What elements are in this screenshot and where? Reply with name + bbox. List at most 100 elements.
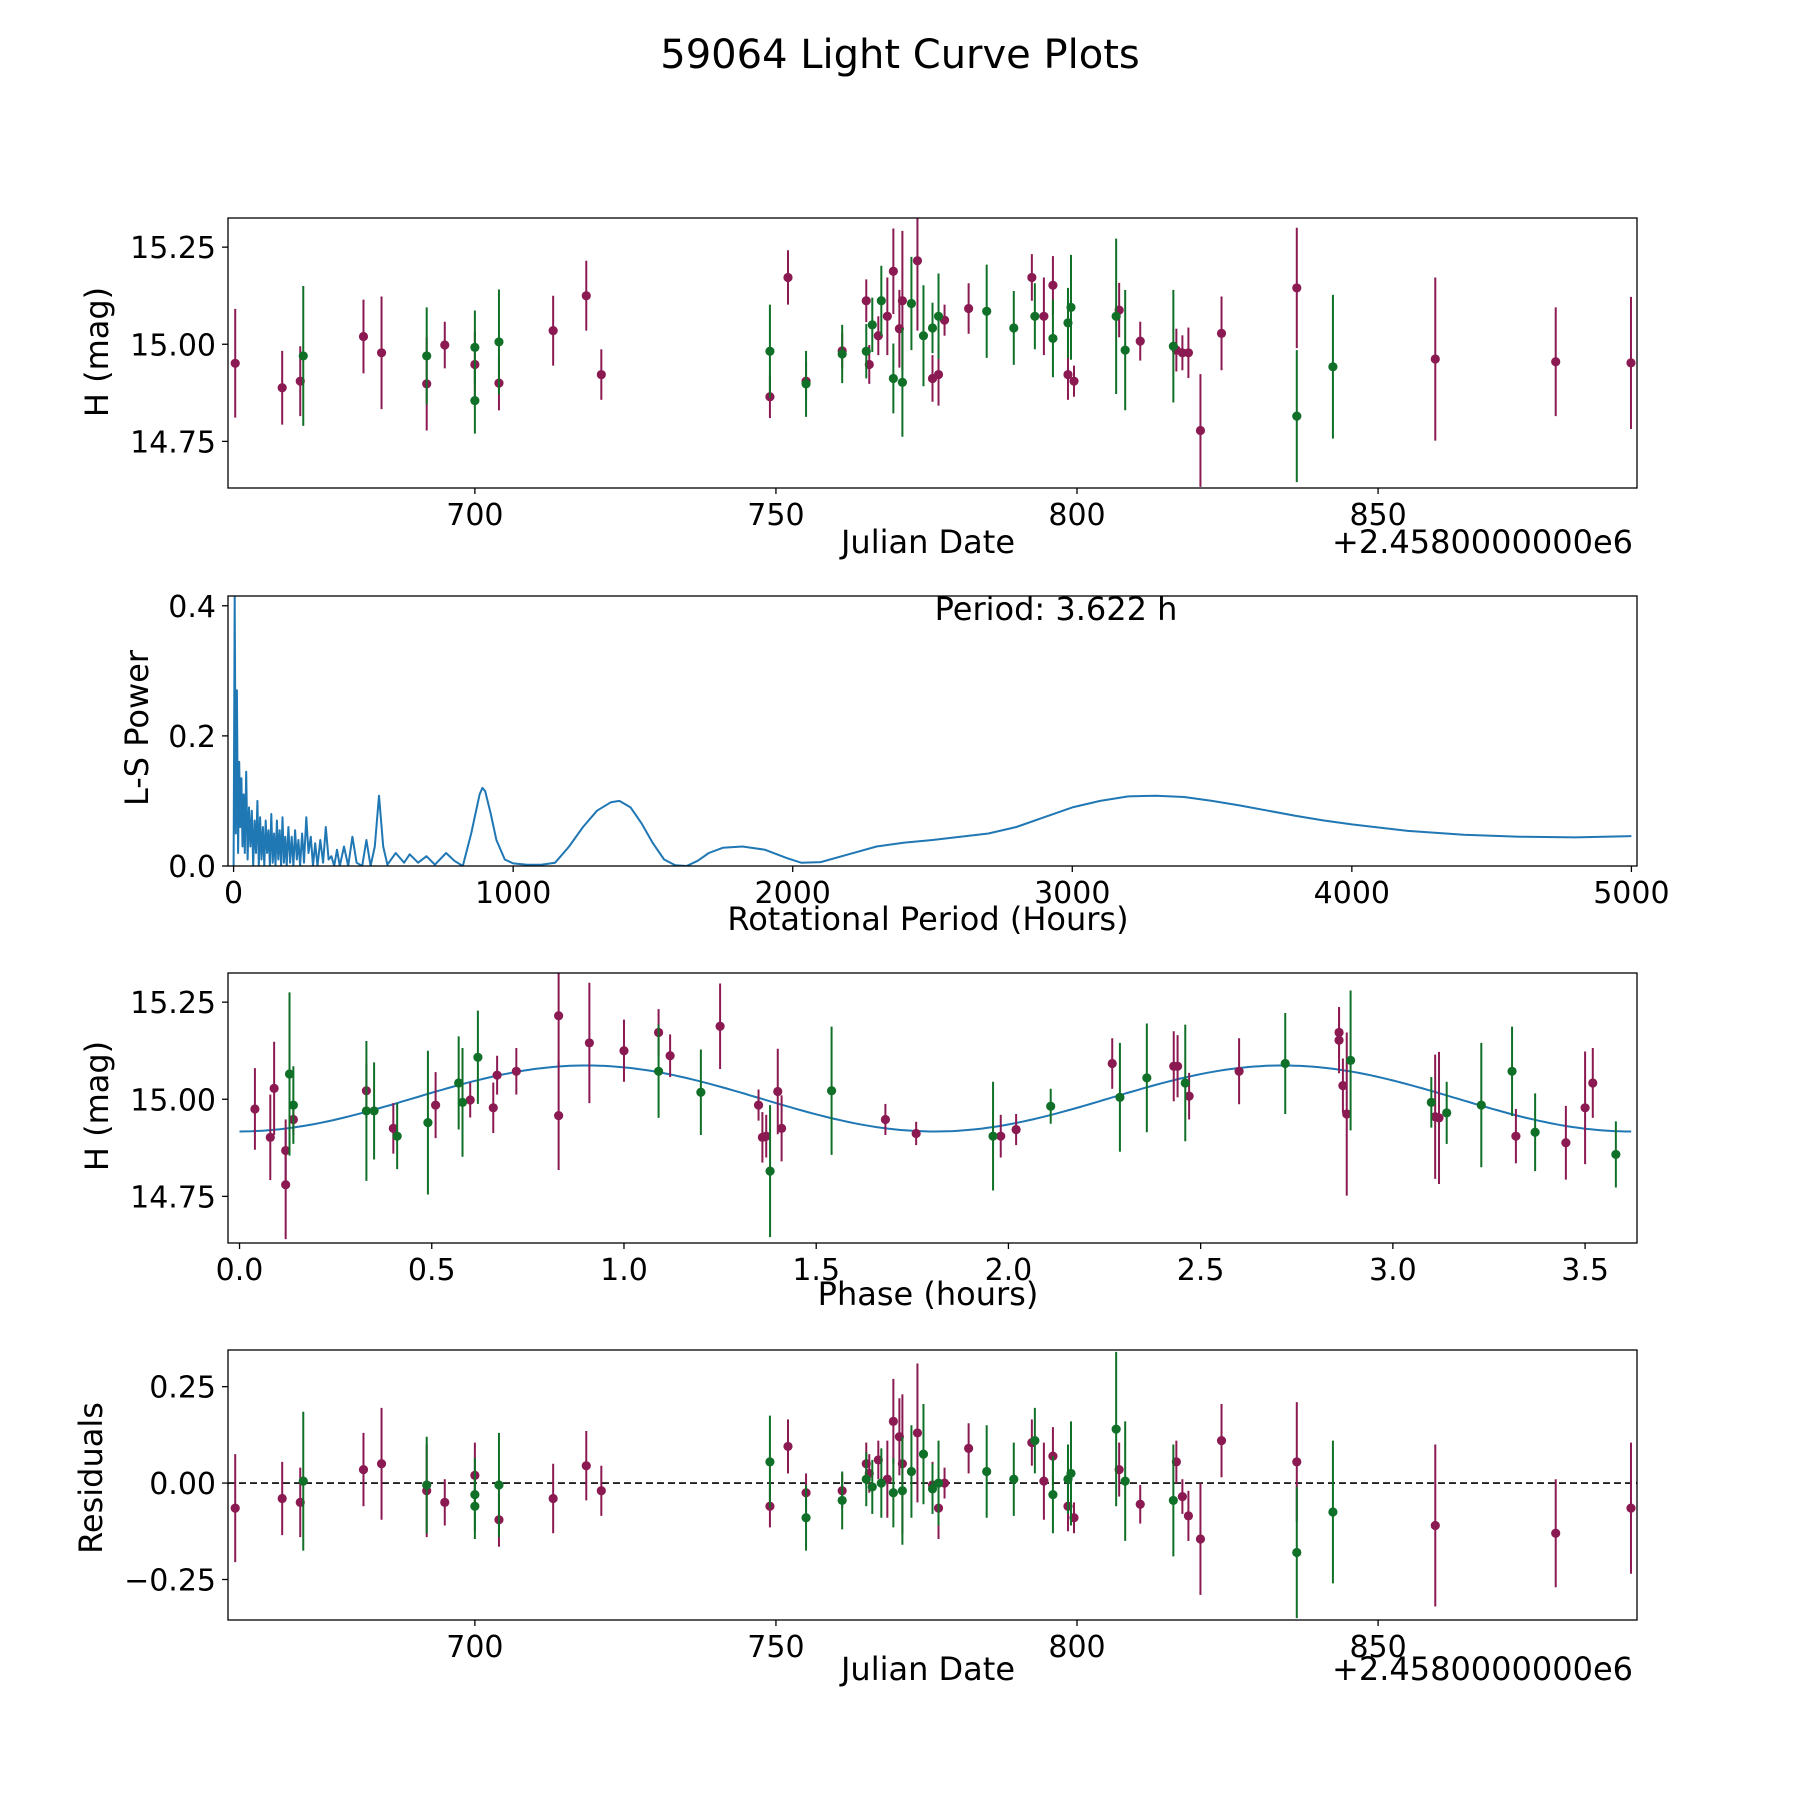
data-point [554, 1011, 564, 1021]
data-point [761, 1131, 771, 1141]
x-tick-label: 2.0 [985, 1253, 1033, 1288]
data-point [1530, 1127, 1540, 1137]
light-curve-x-offset: +2.4580000000e6 [1332, 523, 1633, 561]
periodogram-y-label: L-S Power [118, 649, 156, 806]
data-point [882, 311, 892, 321]
data-point [1328, 362, 1338, 372]
data-point [837, 349, 847, 359]
data-point [1009, 1474, 1019, 1484]
data-point [1442, 1108, 1452, 1118]
data-point [765, 1166, 775, 1176]
data-point [1048, 1490, 1058, 1500]
lightcurve-plot-area [230, 218, 1636, 487]
x-tick-label: 750 [747, 498, 804, 533]
data-point [861, 1474, 871, 1484]
residuals-x-label: Julian Date [839, 1650, 1015, 1688]
data-point [1011, 1124, 1021, 1135]
data-point [1168, 341, 1178, 351]
data-point [996, 1131, 1006, 1141]
data-point [1511, 1131, 1521, 1141]
y-tick-label: −0.25 [124, 1564, 216, 1599]
x-tick-label: 850 [1349, 1630, 1406, 1665]
phased-y-label: H (mag) [78, 1041, 116, 1171]
y-tick-label: 0.0 [168, 850, 216, 885]
y-tick-label: 0.4 [168, 590, 216, 625]
data-point [488, 1103, 498, 1113]
data-point [653, 1066, 664, 1076]
y-tick-label: 14.75 [130, 425, 216, 460]
data-point [1172, 1061, 1183, 1071]
data-point [1195, 425, 1206, 436]
data-point [982, 306, 992, 316]
x-tick-label: 4000 [1314, 876, 1390, 911]
data-point [1180, 1078, 1190, 1088]
data-point [230, 1503, 240, 1513]
data-point [277, 383, 287, 393]
data-point [230, 358, 240, 368]
data-point [715, 1021, 725, 1031]
data-point [801, 1513, 811, 1523]
periodogram-line [232, 596, 1632, 866]
data-point [1183, 1511, 1194, 1521]
data-point [964, 1443, 974, 1453]
data-point [1561, 1138, 1571, 1148]
x-tick-label: 700 [446, 1630, 503, 1665]
data-point [392, 1131, 402, 1141]
data-point [281, 1180, 291, 1190]
data-point [783, 272, 793, 283]
data-point [1426, 1097, 1436, 1107]
data-point [1292, 283, 1302, 293]
data-point [1063, 1474, 1073, 1484]
data-point [470, 342, 480, 352]
data-point [867, 1482, 877, 1492]
data-point [1334, 1035, 1344, 1045]
data-point [897, 1486, 907, 1496]
data-point [1434, 1113, 1444, 1123]
residuals-plot-area [228, 1351, 1637, 1619]
data-point [440, 1497, 450, 1507]
data-point [554, 1110, 564, 1121]
data-point [298, 351, 308, 361]
data-point [470, 395, 480, 406]
data-point [888, 1488, 898, 1498]
residuals-x-offset: +2.4580000000e6 [1332, 1650, 1633, 1688]
data-point [933, 1478, 944, 1488]
data-point [492, 1070, 502, 1080]
data-point [1039, 1476, 1049, 1486]
periodogram-frame [227, 595, 1638, 867]
x-tick-label: 0.0 [216, 1253, 264, 1288]
data-point [358, 1464, 369, 1475]
data-point [1626, 358, 1636, 368]
y-tick-label: 15.00 [130, 1083, 216, 1118]
x-tick-label: 0 [224, 876, 243, 911]
data-point [494, 1480, 504, 1490]
x-tick-label: 5000 [1593, 876, 1669, 911]
data-point [826, 1086, 837, 1096]
data-point [1580, 1103, 1590, 1113]
data-point [1216, 1436, 1227, 1446]
x-tick-label: 850 [1349, 498, 1406, 533]
data-point [1168, 1495, 1178, 1506]
x-tick-label: 800 [1048, 498, 1105, 533]
x-tick-label: 3000 [1034, 876, 1110, 911]
data-point [1216, 328, 1227, 338]
data-point [250, 1104, 260, 1114]
data-point [1234, 1066, 1244, 1076]
phased-frame [227, 972, 1638, 1244]
data-point [1345, 1055, 1356, 1066]
phased-plot-area [239, 973, 1632, 1240]
data-point [1177, 1491, 1187, 1502]
data-point [888, 373, 898, 384]
data-point [753, 1100, 764, 1110]
data-point [1626, 1503, 1636, 1513]
lightcurve-frame [227, 217, 1638, 489]
data-point [1476, 1100, 1486, 1110]
x-tick-label: 750 [747, 1630, 804, 1665]
residuals-y-label: Residuals [72, 1402, 110, 1554]
data-point [465, 1095, 475, 1105]
y-tick-label: 0.25 [149, 1371, 216, 1406]
data-point [1046, 1101, 1056, 1111]
data-point [1120, 1476, 1130, 1486]
periodogram-x-label: Rotational Period (Hours) [727, 900, 1128, 938]
